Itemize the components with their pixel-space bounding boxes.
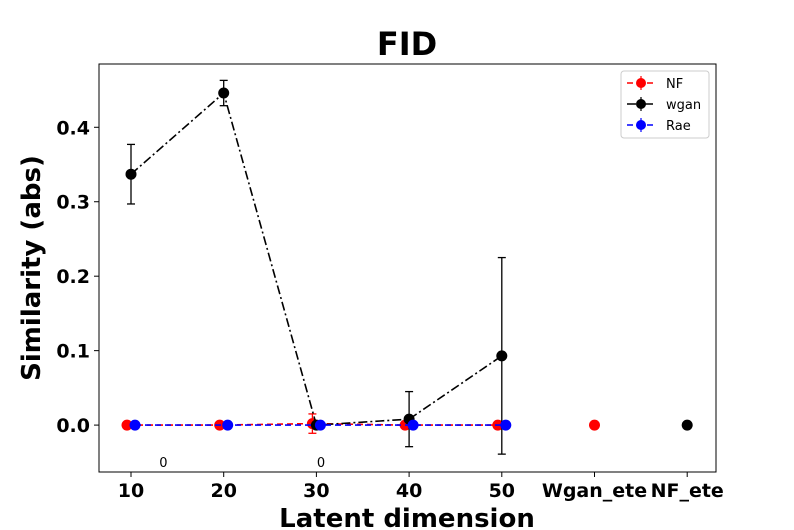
y-tick-label: 0.3 bbox=[56, 192, 90, 214]
legend-marker bbox=[636, 78, 646, 88]
data-point bbox=[496, 350, 508, 362]
chart-title: FID bbox=[377, 25, 437, 63]
series-rae bbox=[129, 419, 512, 431]
x-tick-label: 50 bbox=[489, 480, 515, 502]
x-tick-label: 40 bbox=[396, 480, 422, 502]
data-point bbox=[407, 419, 419, 431]
x-tick-label: Wgan_ete bbox=[542, 480, 647, 502]
data-point bbox=[500, 419, 512, 431]
x-tick-label: 10 bbox=[118, 480, 144, 502]
annotation-label: 0 bbox=[317, 456, 325, 471]
annotation-label: 0 bbox=[159, 456, 167, 471]
legend: NF wgan Rae bbox=[620, 70, 710, 139]
series-line bbox=[130, 91, 503, 426]
y-tick-label: 0.4 bbox=[56, 117, 90, 139]
legend-marker bbox=[636, 99, 646, 109]
y-tick-label: 0.0 bbox=[56, 415, 90, 437]
data-point bbox=[121, 419, 133, 431]
data-point bbox=[129, 419, 141, 431]
legend-marker bbox=[636, 120, 646, 130]
x-axis-label: Latent dimension bbox=[279, 504, 535, 530]
x-axis-ticks: 10 20 30 40 50 Wgan_ete NF_ete bbox=[118, 472, 724, 502]
data-point bbox=[589, 419, 600, 431]
data-point bbox=[218, 87, 230, 99]
axes-frame bbox=[98, 63, 717, 473]
legend-item-nf: NF bbox=[627, 76, 683, 92]
legend-item-wgan: wgan bbox=[627, 97, 701, 113]
data-point bbox=[222, 419, 234, 431]
y-axis-ticks: 0.0 0.1 0.2 0.3 0.4 bbox=[56, 117, 99, 437]
y-tick-label: 0.1 bbox=[56, 341, 90, 363]
y-axis-label: Similarity (abs) bbox=[17, 155, 47, 381]
data-point bbox=[125, 168, 137, 180]
x-tick-label: 20 bbox=[210, 480, 236, 502]
y-tick-label: 0.2 bbox=[56, 266, 90, 288]
legend-label: Rae bbox=[666, 119, 691, 134]
data-point bbox=[314, 419, 326, 431]
data-point bbox=[681, 419, 693, 431]
x-tick-label: 30 bbox=[303, 480, 329, 502]
x-tick-label: NF_ete bbox=[651, 480, 724, 502]
series-nf bbox=[121, 413, 600, 434]
legend-label: wgan bbox=[666, 98, 701, 113]
legend-item-rae: Rae bbox=[627, 118, 691, 134]
series-wgan bbox=[125, 79, 693, 455]
legend-label: NF bbox=[666, 77, 683, 92]
